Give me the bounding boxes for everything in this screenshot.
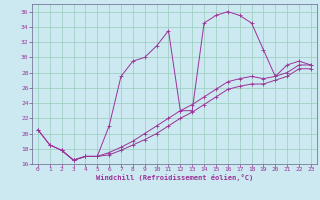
X-axis label: Windchill (Refroidissement éolien,°C): Windchill (Refroidissement éolien,°C) xyxy=(96,174,253,181)
